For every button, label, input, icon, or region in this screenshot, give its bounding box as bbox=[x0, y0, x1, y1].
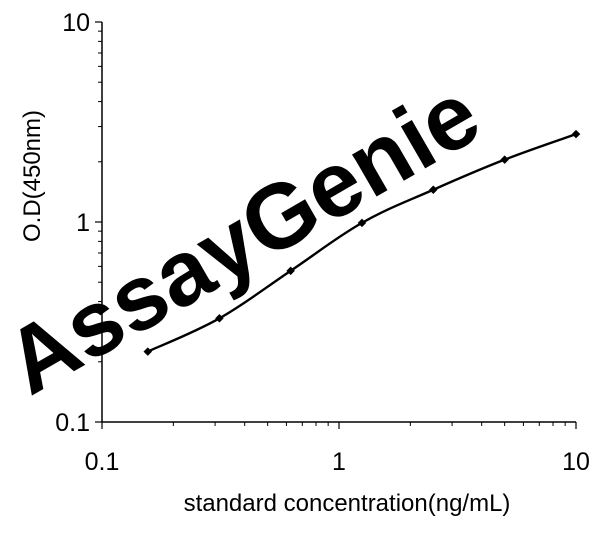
watermark-logo: AssayGenie bbox=[0, 62, 496, 414]
data-point bbox=[143, 347, 153, 356]
x-tick-label: 0.1 bbox=[85, 448, 120, 476]
x-axis-title: standard concentration(ng/mL) bbox=[184, 490, 511, 517]
y-tick-label: 0.1 bbox=[55, 409, 90, 437]
y-tick-label: 1 bbox=[76, 209, 90, 237]
y-axis-ticks: 0.1 1 10 bbox=[55, 9, 102, 437]
series-layer bbox=[143, 129, 581, 356]
x-axis-ticks: 0.1 1 10 bbox=[85, 422, 590, 476]
x-tick-label: 10 bbox=[562, 448, 590, 476]
data-point bbox=[215, 313, 224, 323]
data-point bbox=[357, 218, 367, 228]
y-tick-label: 10 bbox=[62, 9, 90, 37]
data-point bbox=[428, 185, 438, 195]
y-axis-title: O.D(450nm) bbox=[19, 110, 46, 242]
x-tick-label: 1 bbox=[332, 448, 346, 476]
data-point bbox=[286, 266, 295, 276]
data-point bbox=[500, 155, 510, 165]
data-point bbox=[571, 129, 581, 139]
